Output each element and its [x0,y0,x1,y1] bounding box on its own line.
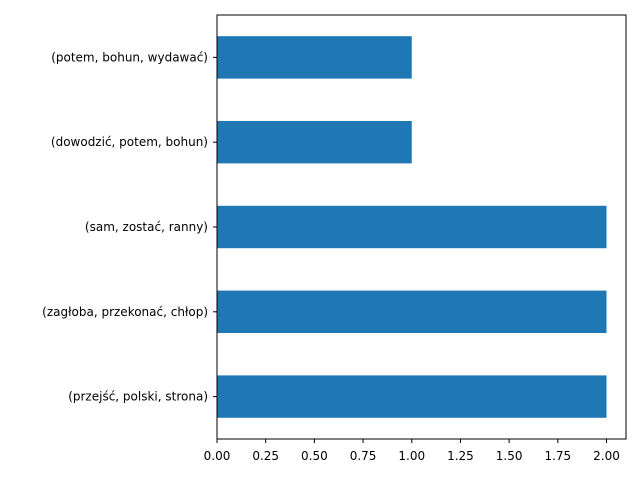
bar [217,375,607,418]
x-tick-label: 1.25 [447,449,474,463]
bars-group [217,36,607,418]
y-tick-label: (zagłoba, przekonać, chłop) [42,305,208,319]
x-tick-label: 0.75 [350,449,377,463]
x-tick-label: 1.50 [496,449,523,463]
y-axis-ticks: (potem, bohun, wydawać) (dowodzić, potem,… [42,50,217,404]
bar [217,290,607,333]
x-tick-label: 1.75 [544,449,571,463]
plot-frame [216,14,627,440]
x-tick-label: 0.25 [252,449,279,463]
x-tick-label: 1.00 [398,449,425,463]
y-tick-label: (sam, zostać, ranny) [85,220,208,234]
bar [217,205,607,249]
bar [217,121,412,164]
x-tick-label: 2.00 [593,449,620,463]
x-tick-label: 0.00 [204,449,231,463]
y-tick-label: (dowodzić, potem, bohun) [51,135,208,149]
y-tick-label: (potem, bohun, wydawać) [51,50,208,64]
x-axis-ticks: 0.00 0.25 0.50 0.75 1.00 1.25 1.50 1.75 2.00 [204,439,620,463]
y-tick-label: (przejść, polski, strona) [68,390,208,404]
bar [217,36,412,79]
x-tick-label: 0.50 [301,449,328,463]
